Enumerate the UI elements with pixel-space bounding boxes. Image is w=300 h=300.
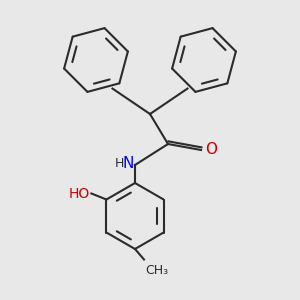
Text: N: N [122, 156, 134, 171]
Text: O: O [206, 142, 218, 158]
Text: HO: HO [69, 187, 90, 200]
Text: CH₃: CH₃ [146, 264, 169, 277]
Text: H: H [115, 157, 124, 170]
